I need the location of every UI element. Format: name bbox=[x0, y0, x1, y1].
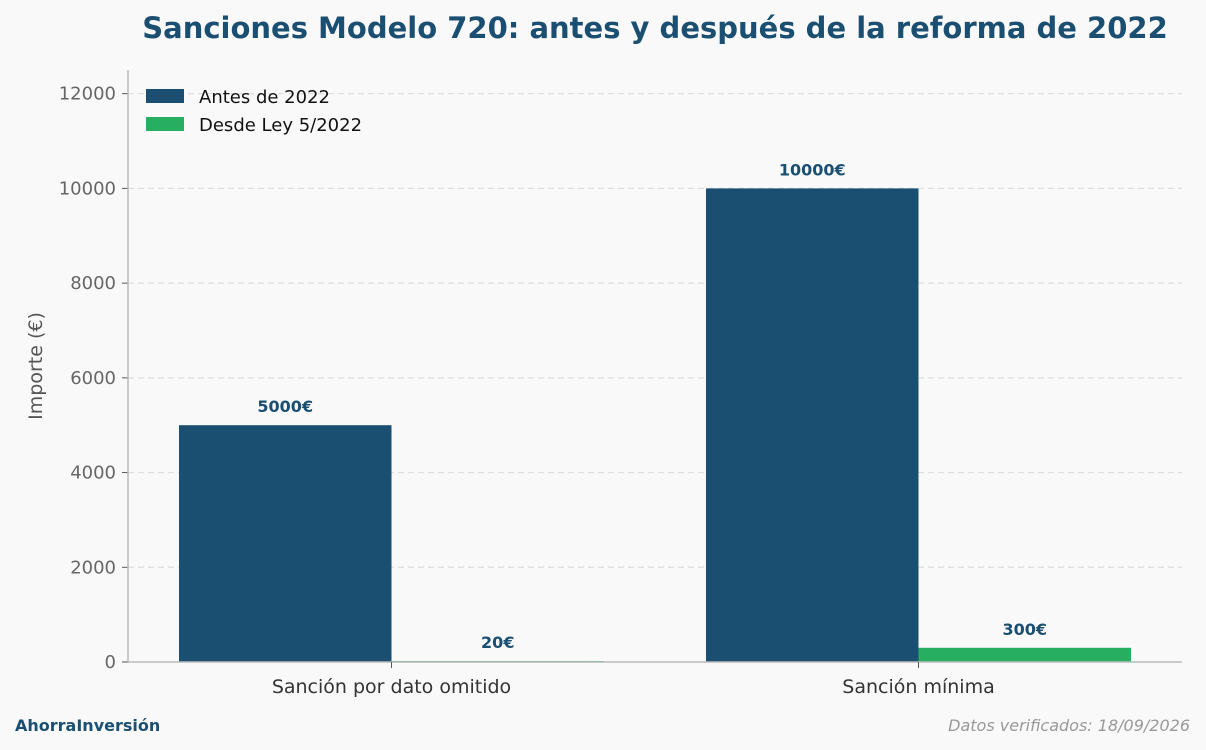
x-tick-label: Sanción por dato omitido bbox=[272, 676, 511, 698]
footer-brand: AhorraInversión bbox=[15, 716, 160, 735]
y-tick-label: 8000 bbox=[70, 273, 116, 294]
footer-note: Datos verificados: 18/09/2026 bbox=[948, 716, 1190, 735]
data-label: 10000€ bbox=[779, 160, 846, 179]
bar-before-0 bbox=[179, 425, 392, 662]
axes bbox=[127, 70, 1182, 663]
bars bbox=[179, 188, 1131, 662]
y-axis-label: Importe (€) bbox=[25, 312, 47, 420]
bar-before-1 bbox=[706, 188, 919, 662]
legend-swatch bbox=[146, 117, 184, 131]
x-axis-ticks: Sanción por dato omitido Sanción mínima bbox=[272, 662, 995, 698]
x-tick-label: Sanción mínima bbox=[842, 676, 994, 698]
y-tick-label: 10000 bbox=[59, 178, 116, 199]
data-label: 300€ bbox=[1002, 620, 1047, 639]
y-tick-label: 0 bbox=[105, 652, 116, 673]
data-labels: 5000€ 20€ 10000€ 300€ bbox=[257, 160, 1047, 652]
legend-swatch bbox=[146, 89, 184, 103]
data-label: 5000€ bbox=[257, 397, 313, 416]
bar-after-1 bbox=[918, 647, 1131, 662]
data-label: 20€ bbox=[481, 633, 514, 652]
y-tick-label: 2000 bbox=[70, 557, 116, 578]
y-tick-label: 4000 bbox=[70, 463, 116, 484]
legend: Antes de 2022 Desde Ley 5/2022 bbox=[146, 87, 362, 136]
y-tick-label: 12000 bbox=[59, 84, 116, 105]
y-axis-ticks: 0 2000 4000 6000 8000 10000 12000 bbox=[59, 84, 128, 673]
legend-label: Desde Ley 5/2022 bbox=[199, 115, 362, 136]
chart-title: Sanciones Modelo 720: antes y después de… bbox=[142, 11, 1168, 45]
legend-label: Antes de 2022 bbox=[199, 87, 330, 108]
y-tick-label: 6000 bbox=[70, 368, 116, 389]
